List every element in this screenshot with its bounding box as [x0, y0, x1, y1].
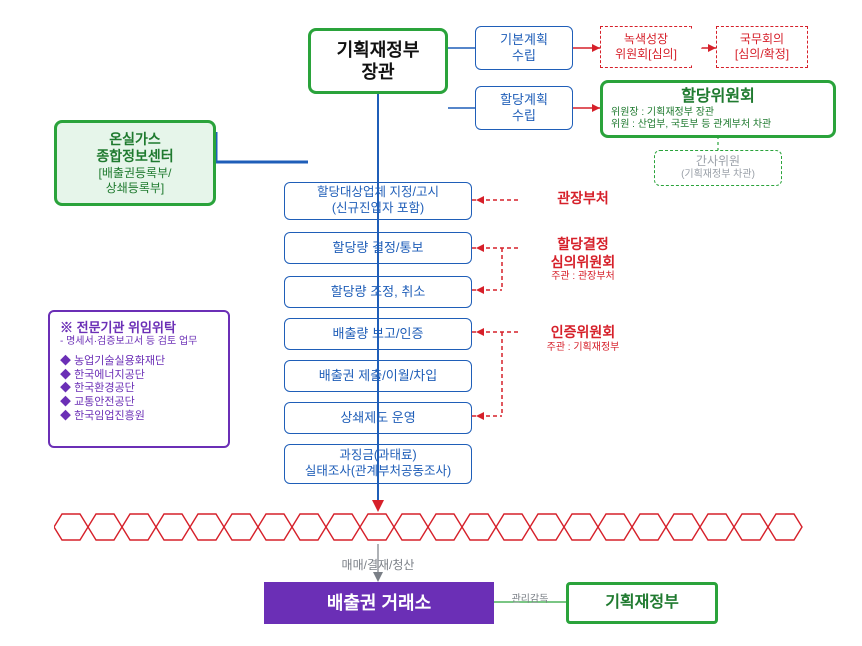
ghg-center-l3: [배출권등록부/	[99, 166, 172, 181]
supervise-label: 관리감독	[498, 592, 562, 608]
node-cabinet-meeting: 국무회의 [심의/확정]	[716, 26, 808, 68]
step7-l1: 과징금(과태료)	[339, 448, 416, 464]
node-main-ministry: 기획재정부 장관	[308, 28, 448, 94]
secretary-sub: (기획재정부 차관)	[681, 169, 755, 182]
node-basic-plan: 기본계획 수립	[475, 26, 573, 70]
node-mof-right: 기획재정부	[566, 582, 718, 624]
expert-org-box: ※ 전문기관 위임위탁 - 명세서·검증보고서 등 검토 업무 ◆ 농업기술실용…	[48, 310, 230, 448]
step1-l1: 할당대상업체 지정/고시	[317, 185, 439, 201]
expert-item-3: ◆ 교통안전공단	[60, 396, 135, 410]
r1-authority: 관장부처	[518, 182, 648, 216]
step7: 과징금(과태료) 실태조사(관계부처공동조사)	[284, 444, 472, 484]
hexagon-row	[54, 512, 804, 542]
node-exchange: 배출권 거래소	[264, 582, 494, 624]
trade-flow-label: 매매/결재/청산	[310, 556, 446, 574]
step2-l1: 할당량 결정/통보	[333, 240, 424, 256]
alloc-plan-label: 할당계획 수립	[500, 92, 548, 125]
expert-title: ※ 전문기관 위임위탁	[60, 320, 176, 336]
step1-l2: (신규진입자 포함)	[332, 201, 424, 217]
expert-item-3-label: 교통안전공단	[74, 396, 135, 408]
alloc-com-sub2: 위원 : 산업부, 국토부 등 관계부처 차관	[611, 119, 771, 132]
step2: 할당량 결정/통보	[284, 232, 472, 264]
step1: 할당대상업체 지정/고시 (신규진입자 포함)	[284, 182, 472, 220]
node-main-l1: 기획재정부	[337, 39, 420, 62]
ghg-center-l2: 종합정보센터	[96, 148, 173, 166]
node-ghg-center: 온실가스 종합정보센터 [배출권등록부/ 상쇄등록부]	[54, 120, 216, 206]
r2-sub: 주관 : 관장부처	[551, 271, 615, 284]
exchange-label: 배출권 거래소	[327, 592, 431, 615]
step4: 배출량 보고/인증	[284, 318, 472, 350]
r3-sub: 주관 : 기획재정부	[547, 342, 620, 355]
expert-item-2-label: 한국환경공단	[74, 382, 135, 394]
node-alloc-committee: 할당위원회 위원장 : 기획재정부 장관 위원 : 산업부, 국토부 등 관계부…	[600, 80, 836, 138]
expert-item-1-label: 한국에너지공단	[74, 369, 145, 381]
step4-l1: 배출량 보고/인증	[333, 326, 424, 342]
r3-cert-committee: 인증위원회 주관 : 기획재정부	[518, 314, 648, 364]
r3-title: 인증위원회	[551, 324, 615, 342]
expert-item-4: ◆ 한국임업진흥원	[60, 410, 145, 424]
trade-flow-text: 매매/결재/청산	[342, 558, 415, 573]
green-committee-label: 녹색성장 위원회[심의]	[615, 32, 677, 62]
node-alloc-plan: 할당계획 수립	[475, 86, 573, 130]
alloc-com-sub1: 위원장 : 기획재정부 장관	[611, 107, 714, 120]
basic-plan-label: 기본계획 수립	[500, 32, 548, 65]
mof-right-label: 기획재정부	[605, 593, 679, 613]
expert-item-0: ◆ 농업기술실용화재단	[60, 355, 165, 369]
secretary-title: 간사위원	[696, 154, 740, 169]
node-main-l2: 장관	[361, 61, 394, 84]
expert-item-4-label: 한국임업진흥원	[74, 410, 145, 422]
expert-sub: - 명세서·검증보고서 등 검토 업무	[60, 336, 197, 349]
step7-l2: 실태조사(관계부처공동조사)	[305, 464, 451, 480]
ghg-center-l1: 온실가스	[109, 131, 161, 149]
r1-title: 관장부처	[557, 190, 609, 208]
step3-l1: 할당량 조정, 취소	[331, 284, 426, 300]
step6-l1: 상쇄제도 운영	[340, 410, 415, 426]
cabinet-meeting-label: 국무회의 [심의/확정]	[735, 32, 789, 62]
step5: 배출권 제출/이월/차입	[284, 360, 472, 392]
node-secretary: 간사위원 (기획재정부 차관)	[654, 150, 782, 186]
r2-alloc-decision: 할당결정 심의위원회 주관 : 관장부처	[518, 228, 648, 292]
r2-title: 할당결정 심의위원회	[551, 236, 615, 271]
step5-l1: 배출권 제출/이월/차입	[319, 368, 437, 384]
supervise-text: 관리감독	[512, 594, 549, 607]
expert-item-1: ◆ 한국에너지공단	[60, 369, 145, 383]
alloc-com-title: 할당위원회	[681, 87, 755, 107]
expert-item-2: ◆ 한국환경공단	[60, 382, 135, 396]
node-green-committee: 녹색성장 위원회[심의]	[600, 26, 692, 68]
ghg-center-l4: 상쇄등록부]	[106, 181, 165, 196]
step6: 상쇄제도 운영	[284, 402, 472, 434]
expert-item-0-label: 농업기술실용화재단	[74, 355, 165, 367]
step3: 할당량 조정, 취소	[284, 276, 472, 308]
